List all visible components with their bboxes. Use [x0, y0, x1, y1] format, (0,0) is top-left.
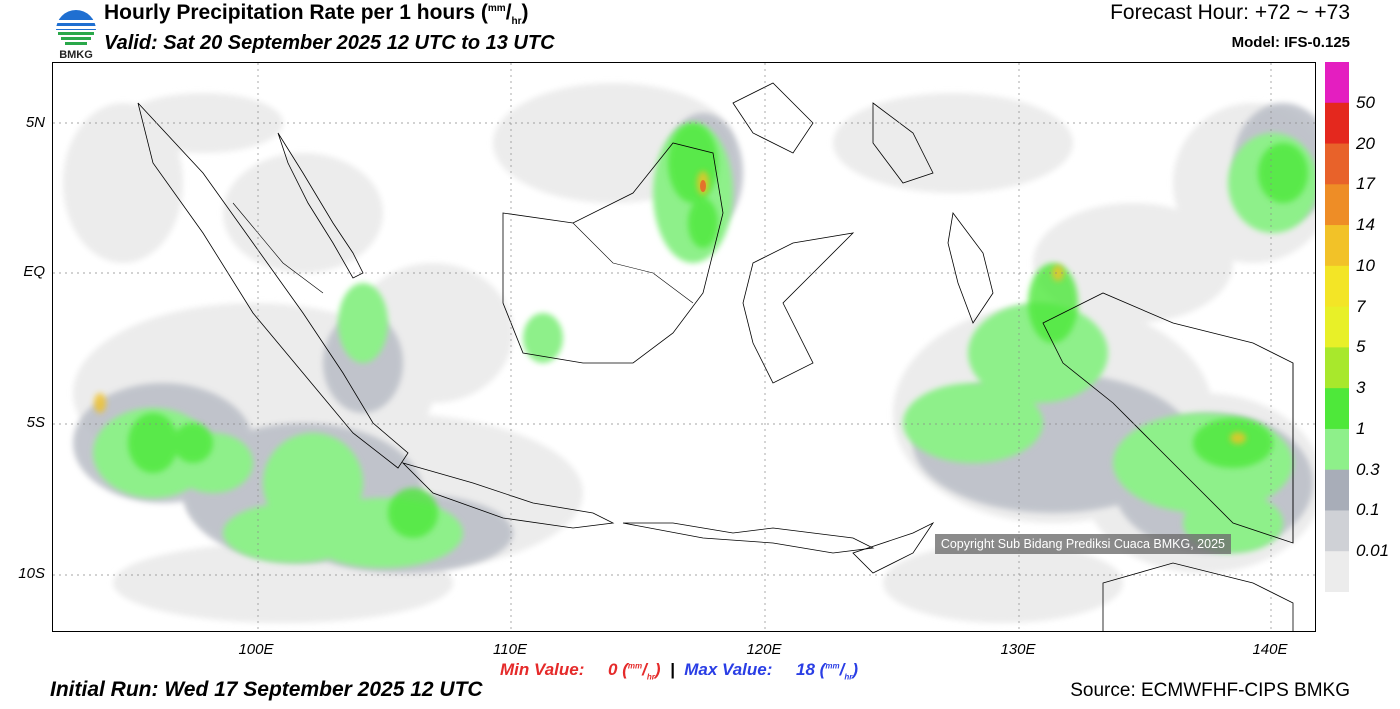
colorbar-swatch: [1325, 306, 1349, 348]
colorbar-swatch: [1325, 225, 1349, 267]
colorbar-swatch: [1325, 143, 1349, 185]
colorbar-swatch: [1325, 428, 1349, 471]
colorbar-swatch: [1325, 347, 1349, 389]
gridlines: [53, 63, 1315, 631]
data-source: Source: ECMWFHF-CIPS BMKG: [1070, 680, 1350, 701]
initial-run: Initial Run: Wed 17 September 2025 12 UT…: [50, 678, 483, 701]
colorbar-label: 0.01: [1356, 541, 1390, 561]
colorbar-label: 5: [1356, 337, 1366, 357]
valid-time: Valid: Sat 20 September 2025 12 UTC to 1…: [104, 32, 555, 54]
min-value: 0: [608, 660, 618, 679]
colorbar-label: 1: [1356, 418, 1366, 438]
colorbar-swatch: [1325, 469, 1349, 511]
colorbar-label: 0.3: [1356, 459, 1380, 479]
min-label: Min Value:: [500, 660, 585, 679]
copyright-notice: Copyright Sub Bidang Prediksi Cuaca BMKG…: [934, 534, 1231, 554]
lat-label-10s: 10S: [18, 565, 45, 582]
map-title: Hourly Precipitation Rate per 1 hours (m…: [104, 1, 529, 28]
logo-text: BMKG: [59, 49, 93, 60]
precipitation-map: Copyright Sub Bidang Prediksi Cuaca BMKG…: [52, 62, 1316, 632]
colorbar-label: 20: [1356, 133, 1375, 153]
precip-yellow-layer: [94, 171, 1246, 444]
colorbar-swatch: [1325, 184, 1349, 226]
colorbar-label: 0.1: [1356, 500, 1380, 520]
lon-label-110e: 110E: [493, 641, 527, 658]
min-max-values: Min Value: 0 (mm/hr) | Max Value: 18 (mm…: [500, 660, 858, 682]
max-value: 18: [796, 660, 815, 679]
borders: [232, 202, 1294, 543]
forecast-hour: Forecast Hour: +72 ~ +73: [1110, 1, 1350, 24]
min-max-separator: |: [669, 660, 675, 679]
colorbar-swatch: [1325, 102, 1349, 145]
colorbar-label: 50: [1356, 92, 1375, 112]
lat-label-5s: 5S: [26, 414, 45, 431]
colorbar-label: 10: [1356, 255, 1375, 275]
colorbar-swatch: [1325, 62, 1349, 104]
colorbar-swatch: [1325, 388, 1349, 430]
colorbar-label: 7: [1356, 296, 1366, 316]
lat-label-5n: 5N: [25, 114, 45, 131]
lon-label-120e: 120E: [746, 641, 782, 658]
lon-label-140e: 140E: [1252, 641, 1288, 658]
colorbar-swatch: [1325, 265, 1349, 308]
colorbar-swatch: [1325, 510, 1349, 552]
map-canvas: [53, 63, 1315, 631]
lon-label-100e: 100E: [238, 641, 274, 658]
colorbar-label: 14: [1356, 215, 1375, 235]
model-name: Model: IFS-0.125: [1231, 34, 1350, 51]
max-label: Max Value:: [684, 660, 773, 679]
coastlines: [137, 82, 1294, 631]
lat-label-eq: EQ: [23, 263, 45, 280]
colorbar-label: 17: [1356, 174, 1375, 194]
colorbar: [1325, 62, 1349, 592]
colorbar-swatch: [1325, 551, 1349, 592]
precip-orange-layer: [700, 180, 706, 192]
colorbar-label: 3: [1356, 378, 1366, 398]
bmkg-logo: BMKG: [56, 10, 96, 60]
lon-label-130e: 130E: [1000, 641, 1036, 658]
